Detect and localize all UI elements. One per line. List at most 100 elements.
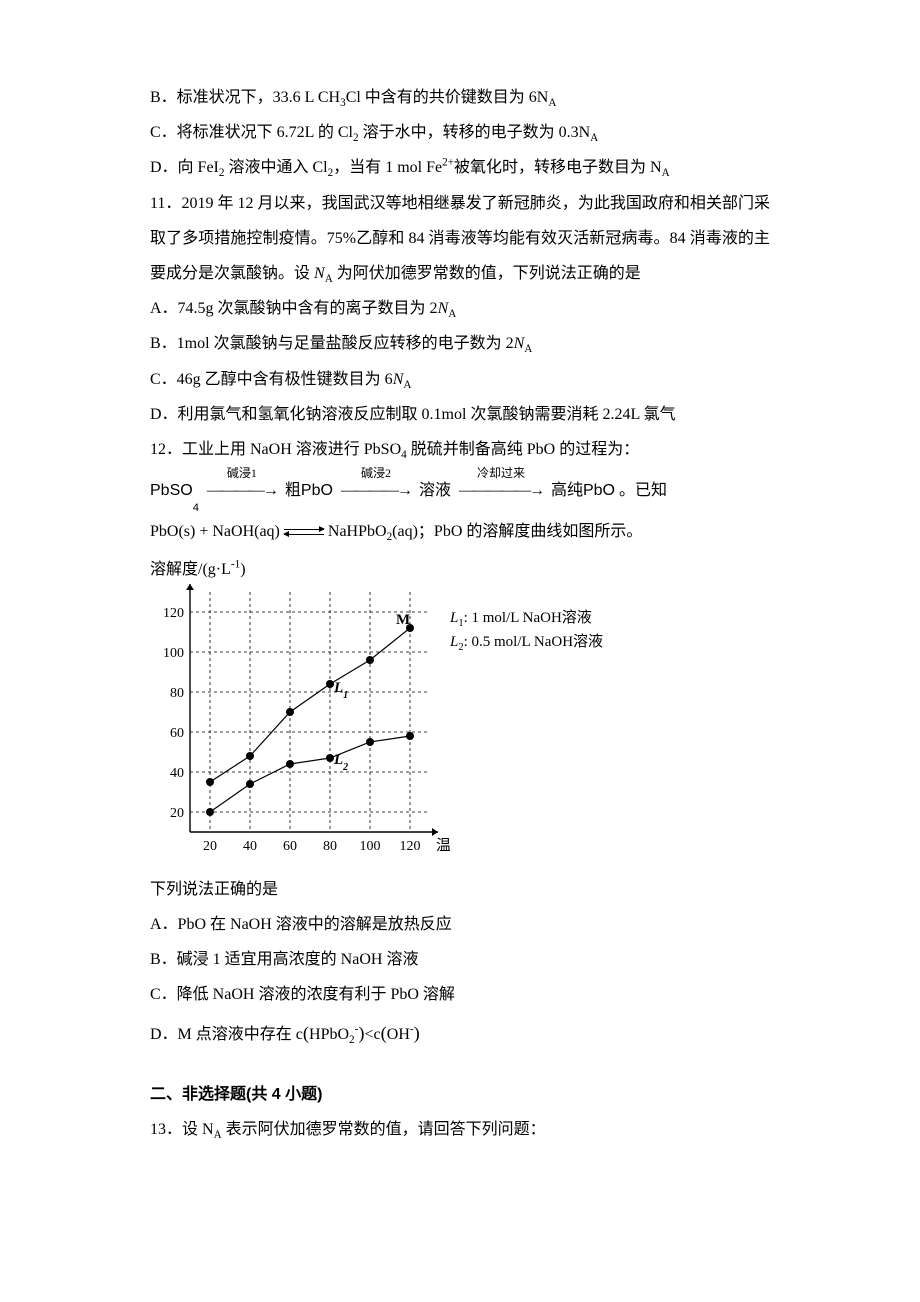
c: c <box>374 1026 381 1043</box>
text: PbSO <box>150 473 193 508</box>
text: 13．设 N <box>150 1121 214 1138</box>
svg-text:40: 40 <box>243 839 257 854</box>
flow-arrow: 碱浸1 ————→ <box>207 467 277 508</box>
formula: PbSO <box>364 441 401 458</box>
sub: A <box>524 344 532 356</box>
text: D．M 点溶液中存在 <box>150 1026 296 1043</box>
equilibrium-arrow-icon <box>284 525 324 539</box>
text: C．46g 乙醇中含有极性键数目为 6 <box>150 371 393 388</box>
text: ，当有 1 mol Fe <box>333 159 442 176</box>
q12-option-a: A．PbO 在 NaOH 溶液中的溶解是放热反应 <box>150 907 770 942</box>
q11-option-c: C．46g 乙醇中含有极性键数目为 6NA <box>150 362 770 397</box>
text: 溶于水中，转移的电子数为 0.3N <box>359 124 591 141</box>
text: D．向 FeI <box>150 159 219 176</box>
q12-equation: PbO(s) + NaOH(aq) NaHPbO2(aq) ；PbO 的溶解度曲… <box>150 514 770 549</box>
text: 12．工业上用 NaOH 溶液进行 <box>150 441 364 458</box>
flow-node: 粗PbO <box>285 473 333 508</box>
sup: 2+ <box>442 157 454 169</box>
na: N <box>514 335 525 352</box>
svg-text:120: 120 <box>400 839 421 854</box>
chart-ytitle: 溶解度/(g·L-1) <box>150 559 770 581</box>
sp: HPbO <box>309 1026 349 1043</box>
inequality: c(HPbO2-)<c(OH-) <box>296 1026 420 1043</box>
svg-text:温度/℃: 温度/℃ <box>436 837 450 854</box>
text: B．1mol 次氯酸钠与足量盐酸反应转移的电子数为 2 <box>150 335 514 352</box>
q11-option-a: A．74.5g 次氯酸钠中含有的离子数目为 2NA <box>150 291 770 326</box>
lt: < <box>365 1026 374 1043</box>
sub: A <box>448 308 456 320</box>
q12-option-b: B．碱浸 1 适宜用高浓度的 NaOH 溶液 <box>150 942 770 977</box>
text: 溶液中通入 Cl <box>224 159 327 176</box>
text: ) <box>240 561 245 578</box>
text: : 1 mol/L NaOH溶液 <box>464 610 592 626</box>
svg-text:60: 60 <box>283 839 297 854</box>
sub: A <box>548 97 556 109</box>
q12-stem: 12．工业上用 NaOH 溶液进行 PbSO4 脱硫并制备高纯 PbO 的过程为… <box>150 432 770 467</box>
q11-stem: 11．2019 年 12 月以来，我国武汉等地相继暴发了新冠肺炎，为此我国政府和… <box>150 186 770 292</box>
q10-option-d: D．向 FeI2 溶液中通入 Cl2，当有 1 mol Fe2+被氧化时，转移电… <box>150 150 770 185</box>
svg-text:M: M <box>396 612 410 628</box>
chart-legend: L1: 1 mol/L NaOH溶液 L2: 0.5 mol/L NaOH溶液 <box>450 606 603 654</box>
arrow-line: ————→ <box>341 473 411 508</box>
text: 脱硫并制备高纯 PbO 的过程为： <box>407 441 639 458</box>
q11-option-d: D．利用氯气和氢氧化钠溶液反应制取 0.1mol 次氯酸钠需要消耗 2.24L … <box>150 397 770 432</box>
q12-flow: PbSO4 碱浸1 ————→ 粗PbO 碱浸2 ————→ 溶液 冷却过来 —… <box>150 467 770 508</box>
section-2-heading: 二、非选择题(共 4 小题) <box>150 1077 770 1112</box>
text: A．74.5g 次氯酸钠中含有的离子数目为 2 <box>150 300 438 317</box>
svg-text:20: 20 <box>170 806 184 821</box>
eq-right: NaHPbO2(aq) <box>328 514 418 549</box>
page: B．标准状况下，33.6 L CH3Cl 中含有的共价键数目为 6NA C．将标… <box>0 0 920 1302</box>
svg-text:80: 80 <box>323 839 337 854</box>
svg-text:100: 100 <box>360 839 381 854</box>
solubility-chart: 溶解度/(g·L-1) 20 40 60 80 100 120 20 40 60 80 100 120… <box>150 559 770 861</box>
c: c <box>296 1026 303 1043</box>
eq-left: PbO(s) + NaOH(aq) <box>150 514 280 549</box>
sub: A <box>325 273 333 285</box>
na: N <box>438 300 449 317</box>
q10-option-b: B．标准状况下，33.6 L CH3Cl 中含有的共价键数目为 6NA <box>150 80 770 115</box>
q12-post: 下列说法正确的是 <box>150 872 770 907</box>
na: N <box>393 371 404 388</box>
q11-option-b: B．1mol 次氯酸钠与足量盐酸反应转移的电子数为 2NA <box>150 326 770 361</box>
legend-l2: L2: 0.5 mol/L NaOH溶液 <box>450 630 603 654</box>
text: C．将标准状况下 6.72L 的 Cl <box>150 124 353 141</box>
svg-text:60: 60 <box>170 726 184 741</box>
text: 表示阿伏加德罗常数的值，请回答下列问题： <box>222 1121 546 1138</box>
arrow-line: ————→ <box>207 473 277 508</box>
na: N <box>314 265 325 282</box>
q13-stem: 13．设 NA 表示阿伏加德罗常数的值，请回答下列问题： <box>150 1112 770 1147</box>
text: Cl 中含有的共价键数目为 6N <box>346 89 549 106</box>
svg-text:20: 20 <box>203 839 217 854</box>
chart-svg: 20 40 60 80 100 120 20 40 60 80 100 120 温度/℃ L1 L2 M <box>150 582 450 862</box>
legend-l1: L1: 1 mol/L NaOH溶液 <box>450 606 603 630</box>
text: 为阿伏加德罗常数的值，下列说法正确的是 <box>333 265 641 282</box>
text: D．利用氯气和氢氧化钠溶液反应制取 0.1mol 次氯酸钠需要消耗 2.24L … <box>150 406 676 423</box>
svg-text:L1: L1 <box>333 680 348 701</box>
text: NaHPbO <box>328 523 387 540</box>
sub: A <box>214 1129 222 1141</box>
svg-text:40: 40 <box>170 766 184 781</box>
flow-arrow: 碱浸2 ————→ <box>341 467 411 508</box>
text: 。已知 <box>619 473 667 508</box>
text: B．标准状况下，33.6 L CH <box>150 89 340 106</box>
q10-option-c: C．将标准状况下 6.72L 的 Cl2 溶于水中，转移的电子数为 0.3NA <box>150 115 770 150</box>
flow-node: 溶液 <box>419 473 451 508</box>
sub: A <box>662 168 670 180</box>
sub: A <box>403 379 411 391</box>
arrow-line: —————→ <box>459 473 543 508</box>
sp: OH <box>387 1026 410 1043</box>
sub: 2 <box>349 1034 355 1046</box>
text: ；PbO 的溶解度曲线如图所示。 <box>418 514 642 549</box>
flow-arrow: 冷却过来 —————→ <box>459 467 543 508</box>
svg-text:120: 120 <box>163 606 184 621</box>
q12-option-c: C．降低 NaOH 溶液的浓度有利于 PbO 溶解 <box>150 977 770 1012</box>
svg-text:100: 100 <box>163 646 184 661</box>
svg-text:80: 80 <box>170 686 184 701</box>
text: : 0.5 mol/L NaOH溶液 <box>464 634 603 650</box>
flow-node: 高纯PbO <box>551 473 615 508</box>
text: 被氧化时，转移电子数目为 N <box>454 159 662 176</box>
svg-text:L2: L2 <box>333 752 348 773</box>
sub: A <box>590 132 598 144</box>
text: (aq) <box>392 523 418 540</box>
text: 溶解度/(g·L <box>150 561 231 578</box>
